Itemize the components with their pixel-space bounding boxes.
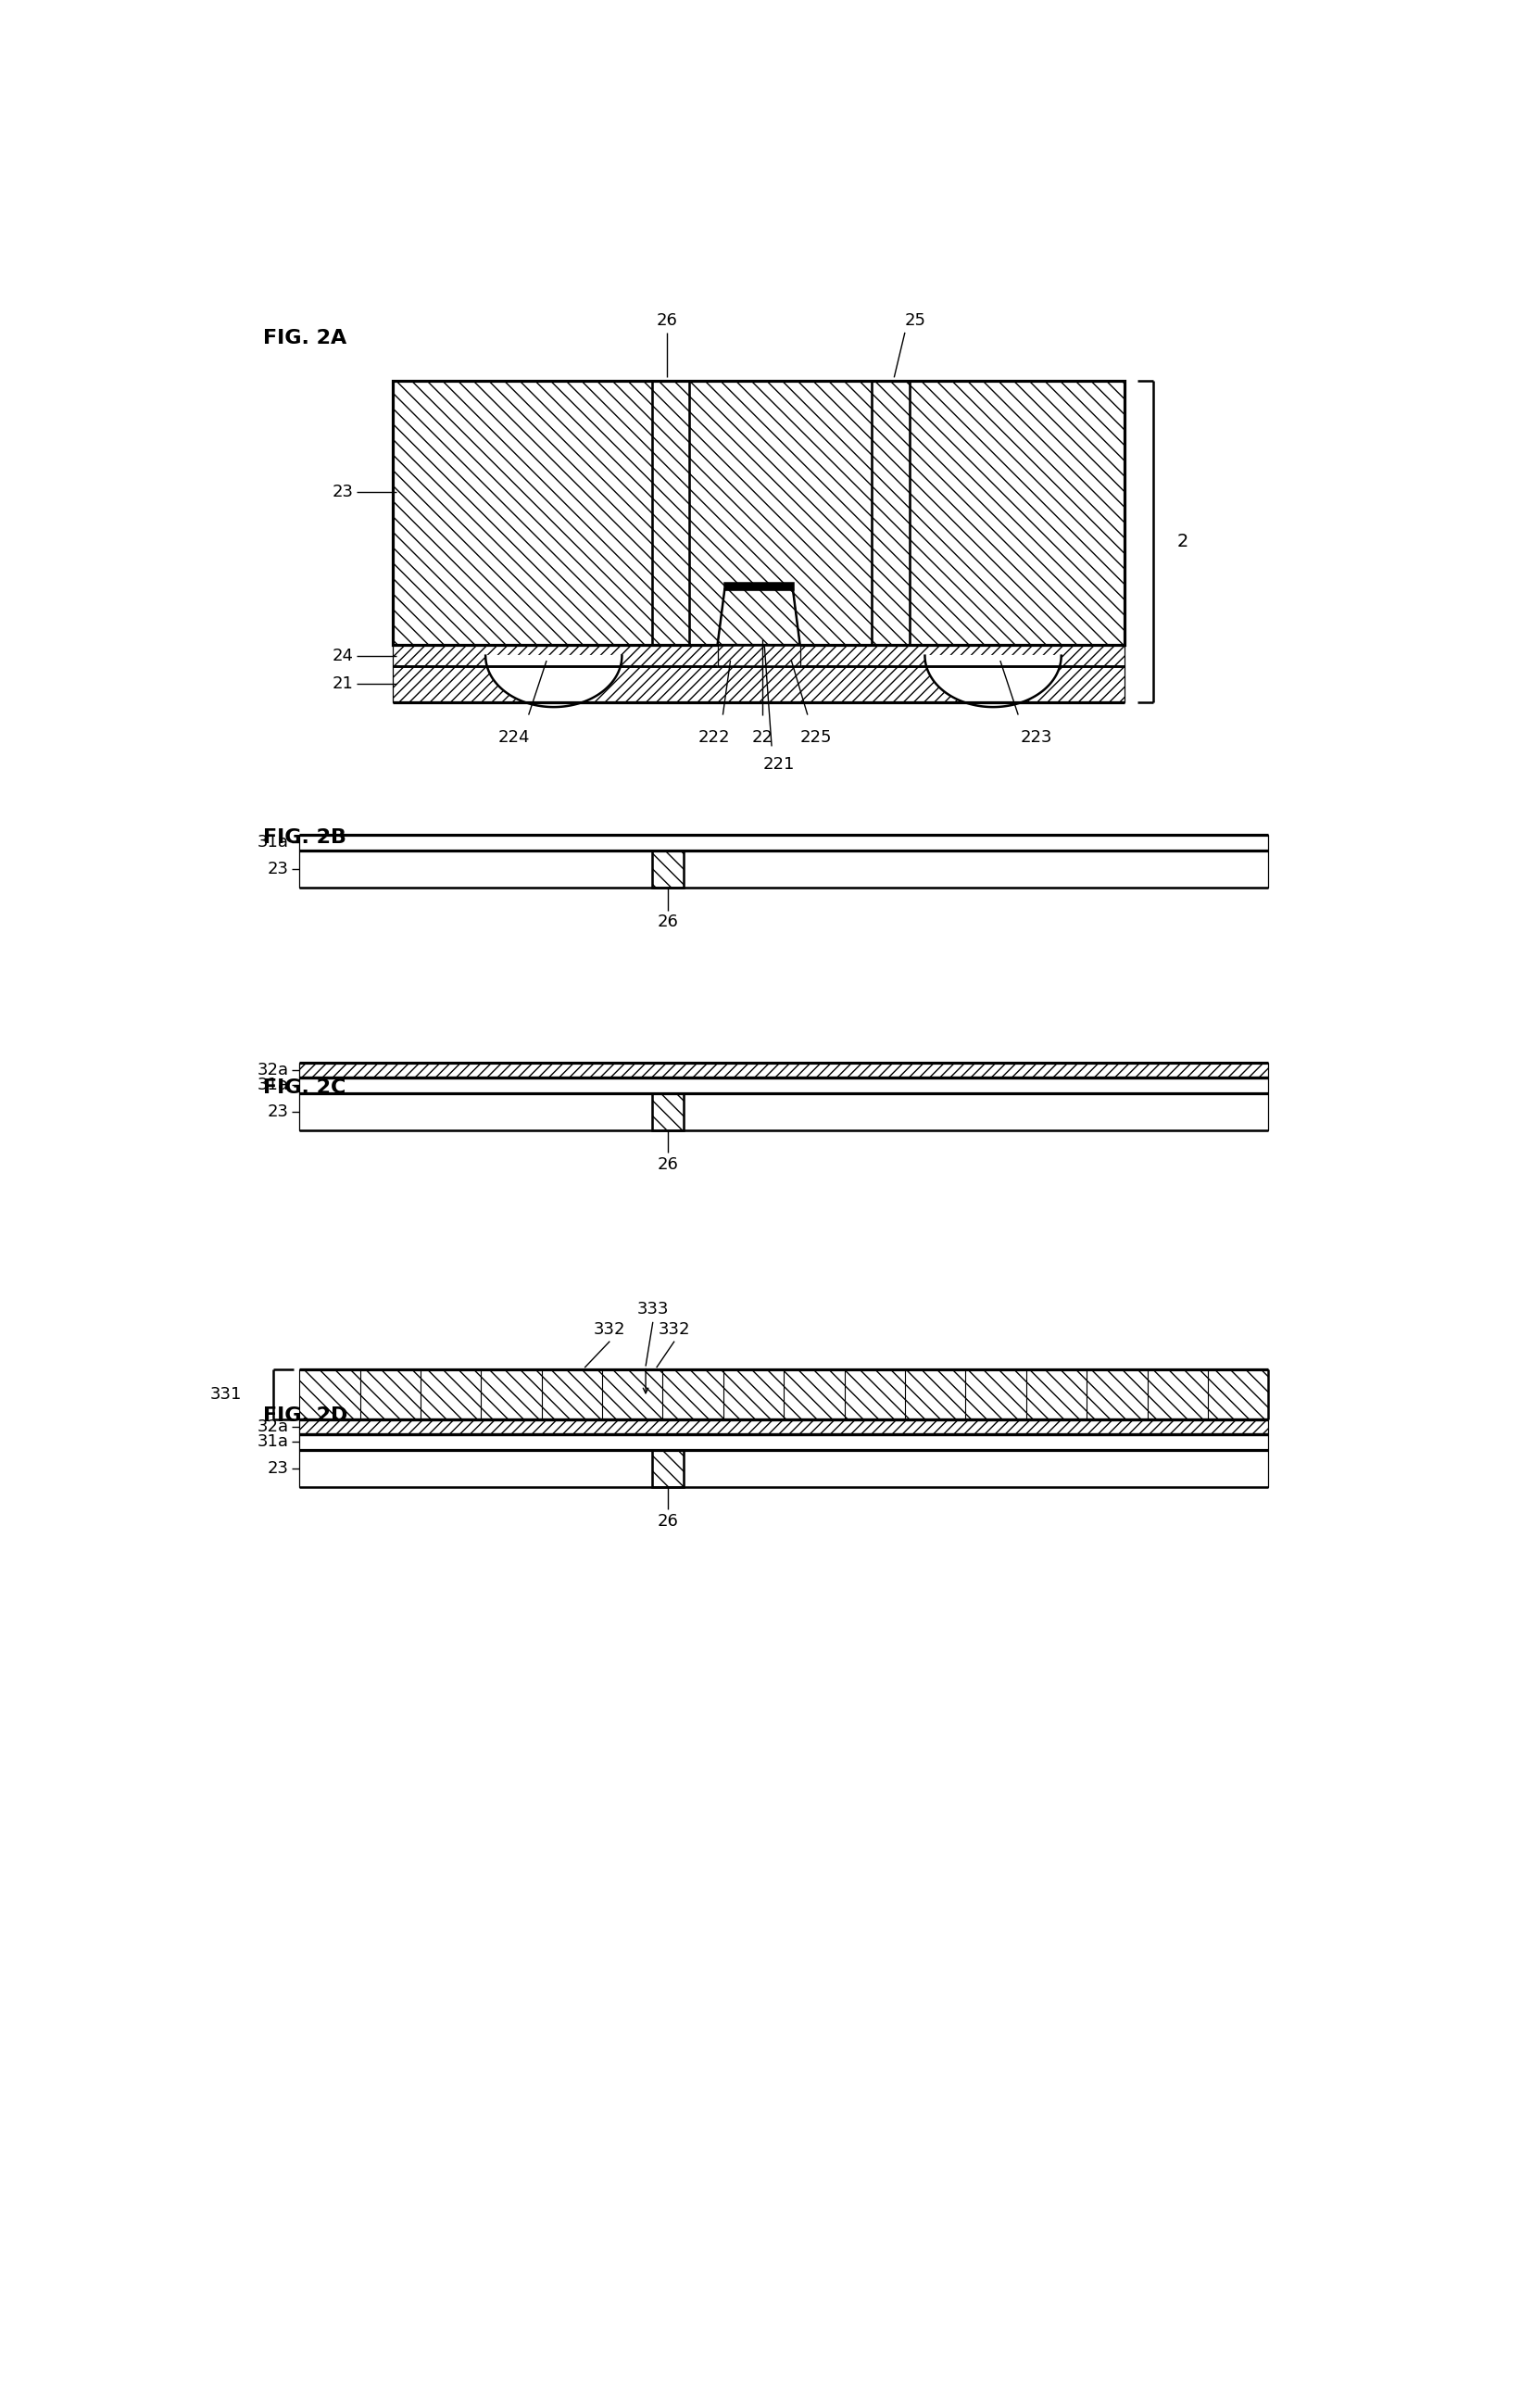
Text: 26: 26 <box>658 1156 678 1173</box>
Bar <box>1087 1370 1147 1421</box>
Bar <box>360 1370 420 1421</box>
Text: 31a: 31a <box>258 1076 288 1093</box>
Text: 25: 25 <box>904 313 926 327</box>
Polygon shape <box>924 655 1061 708</box>
Bar <box>652 850 684 889</box>
Bar <box>690 380 872 645</box>
Bar <box>724 1370 783 1421</box>
Bar <box>392 667 1125 703</box>
Bar <box>662 1370 724 1421</box>
Text: FIG. 2C: FIG. 2C <box>264 1079 346 1096</box>
Bar <box>1026 1370 1087 1421</box>
Bar <box>420 1370 481 1421</box>
Text: 31a: 31a <box>258 1433 288 1450</box>
Bar <box>904 1370 966 1421</box>
Bar <box>299 1370 360 1421</box>
Bar <box>299 1421 1268 1435</box>
Text: FIG. 2A: FIG. 2A <box>264 330 346 347</box>
Bar <box>541 1370 602 1421</box>
Text: FIG. 2B: FIG. 2B <box>264 828 346 848</box>
Text: 23: 23 <box>267 860 288 877</box>
Text: 332: 332 <box>658 1320 690 1336</box>
Bar <box>299 1435 1268 1450</box>
Bar <box>299 1076 1268 1093</box>
Bar <box>1208 1370 1268 1421</box>
Text: 23: 23 <box>267 1103 288 1120</box>
Bar <box>299 836 1268 850</box>
Bar <box>909 380 1125 645</box>
Bar <box>652 1450 684 1486</box>
Text: 32a: 32a <box>258 1418 288 1435</box>
Text: 22: 22 <box>751 730 773 746</box>
Text: 26: 26 <box>658 1512 678 1529</box>
Bar <box>652 1450 684 1486</box>
Bar <box>481 1370 541 1421</box>
Text: FIG. 2D: FIG. 2D <box>264 1406 348 1426</box>
Bar <box>652 380 690 645</box>
Text: 23: 23 <box>331 484 353 501</box>
Text: 32a: 32a <box>258 1062 288 1079</box>
Text: 24: 24 <box>331 648 353 665</box>
Text: 26: 26 <box>656 313 678 327</box>
Bar <box>652 1093 684 1129</box>
Text: 224: 224 <box>498 730 530 746</box>
Text: 223: 223 <box>1019 730 1052 746</box>
Bar <box>966 1370 1026 1421</box>
Text: 222: 222 <box>698 730 730 746</box>
Text: 21: 21 <box>333 677 353 694</box>
Text: 26: 26 <box>658 913 678 929</box>
Polygon shape <box>717 590 800 645</box>
Text: 225: 225 <box>800 730 832 746</box>
Bar <box>299 1062 1268 1076</box>
Text: 31a: 31a <box>258 833 288 850</box>
Bar <box>783 1370 845 1421</box>
Bar <box>652 380 690 645</box>
Bar <box>652 1093 684 1129</box>
Bar <box>872 380 909 645</box>
Bar <box>1147 1370 1208 1421</box>
Bar <box>299 850 1268 889</box>
Text: 331: 331 <box>210 1387 242 1404</box>
Bar <box>725 583 793 590</box>
Bar <box>392 380 1125 645</box>
Bar <box>299 1093 1268 1129</box>
Bar <box>392 380 652 645</box>
Text: 23: 23 <box>267 1459 288 1476</box>
Bar <box>872 380 909 645</box>
Bar <box>299 1450 1268 1486</box>
Bar <box>652 850 684 889</box>
Polygon shape <box>717 645 800 667</box>
Polygon shape <box>717 645 800 667</box>
Polygon shape <box>486 655 622 708</box>
Text: 333: 333 <box>636 1300 668 1317</box>
Text: 332: 332 <box>593 1320 625 1336</box>
Bar <box>845 1370 904 1421</box>
Bar <box>392 645 1125 667</box>
Text: 221: 221 <box>763 756 794 773</box>
Text: 2: 2 <box>1177 532 1188 551</box>
Bar <box>602 1370 662 1421</box>
